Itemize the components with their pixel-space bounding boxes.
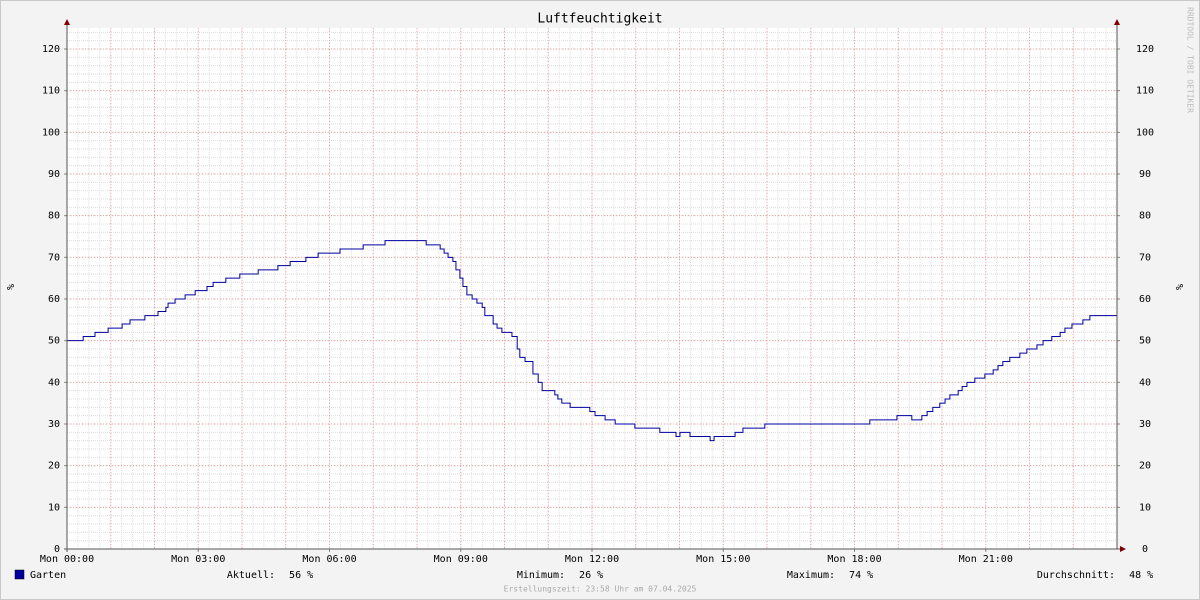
- stat-value: 56: [289, 570, 301, 581]
- arrow: [1120, 546, 1126, 552]
- stat-unit: %: [867, 570, 873, 581]
- y-tick-label: 70: [48, 252, 60, 263]
- x-tick-label: Mon 09:00: [434, 554, 488, 565]
- y-tick-label: 50: [48, 336, 60, 347]
- y2-tick-label: 20: [1139, 461, 1151, 472]
- y-tick-label: 10: [48, 502, 60, 513]
- y-tick-label: 110: [42, 86, 60, 97]
- y-tick-label: 40: [48, 377, 60, 388]
- legend-label: Garten: [30, 570, 66, 581]
- y2-tick-label: 30: [1139, 419, 1151, 430]
- y2-tick-label: 40: [1139, 377, 1151, 388]
- y2-tick-label: 120: [1136, 44, 1154, 55]
- y2-tick-label: 70: [1139, 252, 1151, 263]
- y2-tick-label: 110: [1136, 86, 1154, 97]
- stat-value: 74: [849, 570, 861, 581]
- stat-value: 26: [579, 570, 591, 581]
- x-tick-label: Mon 00:00: [40, 554, 94, 565]
- y-tick-label: 90: [48, 169, 60, 180]
- x-tick-label: Mon 21:00: [959, 554, 1013, 565]
- y-tick-label: 120: [42, 44, 60, 55]
- y2-tick-label: 90: [1139, 169, 1151, 180]
- y2-tick-label: 0: [1142, 544, 1148, 555]
- stat: Minimum: 26%: [517, 570, 603, 581]
- grid: [66, 28, 1118, 550]
- stat: Maximum: 74%: [787, 570, 873, 581]
- y-tick-label: 20: [48, 461, 60, 472]
- legend-swatch: [14, 569, 25, 580]
- stat: Aktuell: 56%: [227, 570, 313, 581]
- y-tick-label: 80: [48, 211, 60, 222]
- y2-axis-label: %: [1173, 284, 1184, 290]
- y2-tick-label: 50: [1139, 336, 1151, 347]
- stat-unit: %: [1147, 570, 1153, 581]
- stat-label: Durchschnitt:: [1037, 570, 1115, 581]
- y-tick-label: 0: [54, 544, 60, 555]
- x-tick-label: Mon 18:00: [827, 554, 881, 565]
- stat-unit: %: [597, 570, 603, 581]
- series-line: [67, 240, 1117, 442]
- stat-unit: %: [307, 570, 313, 581]
- y-tick-label: 100: [42, 127, 60, 138]
- x-tick-label: Mon 06:00: [302, 554, 356, 565]
- y2-tick-label: 80: [1139, 211, 1151, 222]
- stat-label: Maximum:: [787, 570, 835, 581]
- y-axis-label: %: [4, 284, 15, 290]
- footer: Erstellungszeit: 23:58 Uhr am 07.04.2025: [504, 585, 697, 594]
- stat: Durchschnitt: 48%: [1037, 570, 1153, 581]
- watermark: RRDTOOL / TOBI OETIKER: [1186, 7, 1195, 113]
- y2-tick-label: 10: [1139, 502, 1151, 513]
- y2-tick-label: 100: [1136, 127, 1154, 138]
- arrow: [64, 19, 70, 25]
- plot: [67, 240, 1117, 442]
- stat-value: 48: [1129, 570, 1141, 581]
- stat-label: Aktuell:: [227, 570, 275, 581]
- x-tick-label: Mon 03:00: [171, 554, 225, 565]
- y-tick-label: 60: [48, 294, 60, 305]
- arrow: [1114, 19, 1120, 25]
- x-tick-label: Mon 12:00: [565, 554, 619, 565]
- stat-label: Minimum:: [517, 570, 565, 581]
- y2-tick-label: 60: [1139, 294, 1151, 305]
- chart-title: Luftfeuchtigkeit: [537, 12, 662, 27]
- x-tick-label: Mon 15:00: [696, 554, 750, 565]
- y-tick-label: 30: [48, 419, 60, 430]
